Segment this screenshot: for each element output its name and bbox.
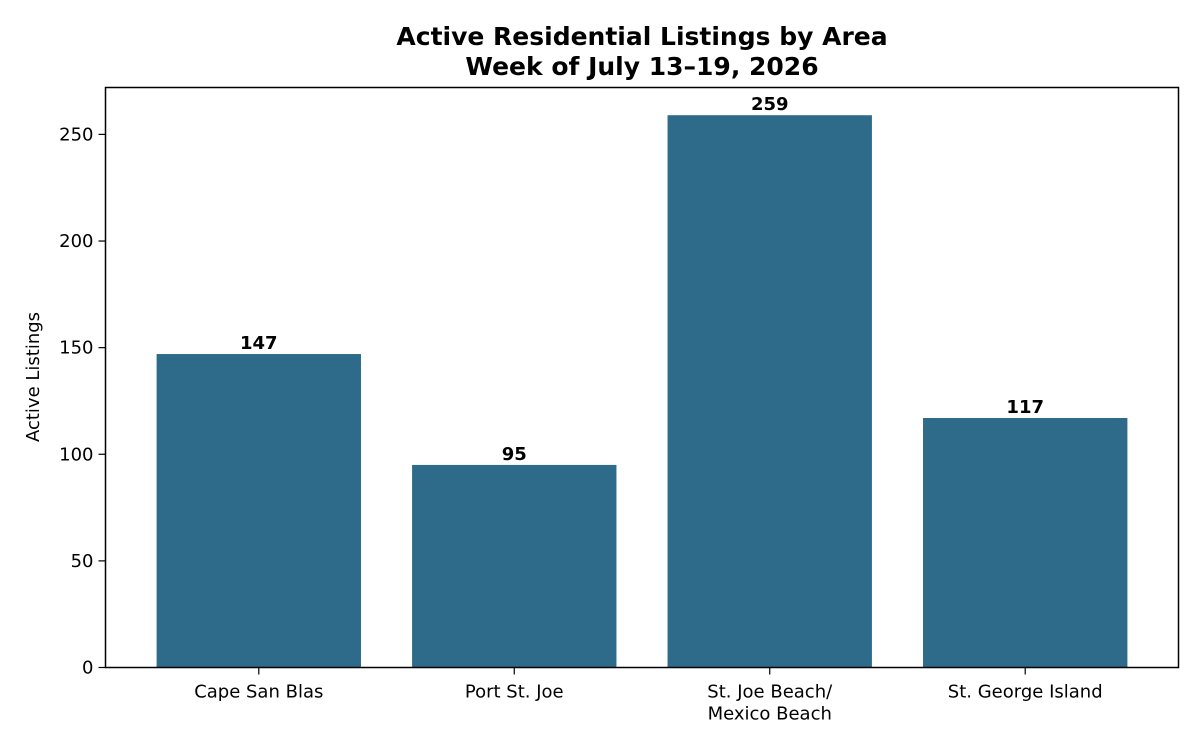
y-tick-label-1: 50 (71, 551, 94, 572)
bar-3 (923, 418, 1128, 668)
data-label-3: 117 (1006, 397, 1044, 418)
y-axis: 0 50 100 150 200 250 (59, 124, 106, 679)
y-tick-label-5: 250 (59, 124, 93, 145)
y-tick-label-4: 200 (59, 231, 93, 252)
bar-1 (412, 464, 617, 668)
chart-title: Active Residential Listings by Area (396, 22, 887, 51)
y-axis-label: Active Listings (23, 312, 44, 442)
chart-subtitle: Week of July 13–19, 2026 (465, 52, 818, 81)
bars-layer (156, 115, 1128, 668)
data-label-1: 95 (502, 444, 527, 465)
data-labels-layer: 147 95 259 117 (240, 94, 1044, 465)
y-tick-label-0: 0 (82, 658, 93, 679)
y-tick-label-2: 100 (59, 444, 93, 465)
x-tick-label-0: Cape San Blas (194, 682, 323, 703)
bar-2 (667, 115, 872, 668)
x-tick-label-2-line-1: Mexico Beach (708, 704, 832, 725)
x-tick-label-1: Port St. Joe (465, 682, 564, 703)
data-label-2: 259 (751, 94, 789, 115)
data-label-0: 147 (240, 333, 278, 354)
bar-0 (156, 354, 361, 668)
y-tick-label-3: 150 (59, 338, 93, 359)
x-axis: Cape San Blas Port St. Joe St. Joe Beach/M… (194, 667, 1103, 725)
x-tick-label-2-line-0: St. Joe Beach/ (707, 682, 833, 703)
x-tick-label-3: St. George Island (948, 682, 1103, 703)
plot-frame (104, 86, 1180, 669)
